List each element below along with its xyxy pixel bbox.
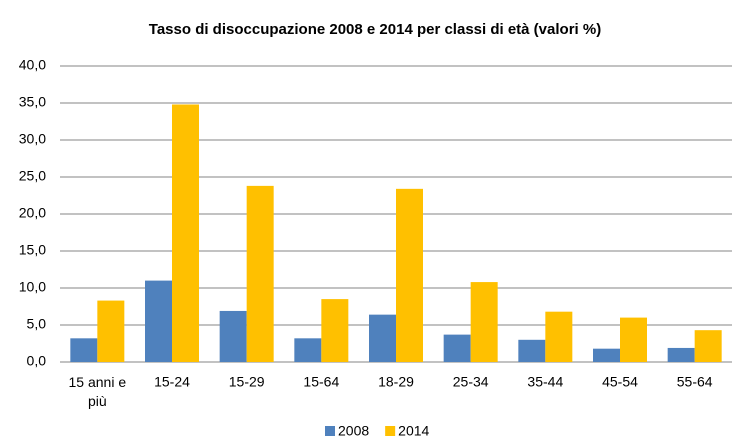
- x-tick-label: 35-44: [527, 374, 563, 390]
- bar: [694, 330, 722, 362]
- bar: [321, 299, 349, 362]
- y-tick-label: 25,0: [19, 168, 46, 184]
- bar: [593, 348, 620, 362]
- bar: [70, 338, 98, 362]
- bar: [369, 314, 396, 362]
- bar: [219, 310, 247, 362]
- x-tick-label: 15 anni e più: [69, 374, 127, 409]
- x-tick-label: 15-24: [154, 374, 190, 390]
- x-tick-label: 55-64: [677, 374, 713, 390]
- y-tick-label: 10,0: [19, 279, 46, 295]
- bar: [545, 311, 573, 362]
- y-tick-label: 40,0: [19, 57, 46, 73]
- bar: [172, 104, 199, 362]
- y-tick-label: 0,0: [27, 353, 47, 369]
- bar: [518, 339, 546, 362]
- y-tick-label: 35,0: [19, 94, 46, 110]
- x-tick-label: 15-64: [303, 374, 339, 390]
- y-tick-label: 15,0: [19, 242, 46, 258]
- bar: [396, 188, 423, 362]
- bar: [443, 334, 471, 362]
- bar: [620, 317, 647, 362]
- x-tick-label: 15-29: [229, 374, 265, 390]
- legend-swatch: [385, 426, 396, 436]
- legend-label: 2014: [398, 423, 429, 437]
- y-tick-label: 20,0: [19, 205, 46, 221]
- bar: [294, 338, 322, 362]
- bar: [470, 282, 498, 362]
- bar: [97, 300, 125, 362]
- x-tick-label: 18-29: [378, 374, 414, 390]
- legend-swatch: [325, 426, 335, 436]
- bar: [246, 185, 274, 362]
- bar: [667, 347, 695, 362]
- y-tick-label: 5,0: [27, 316, 47, 332]
- y-tick-label: 30,0: [19, 131, 46, 147]
- x-tick-label: 25-34: [453, 374, 489, 390]
- bar: [145, 280, 172, 362]
- x-tick-label: 45-54: [602, 374, 638, 390]
- chart-title: Tasso di disoccupazione 2008 e 2014 per …: [149, 21, 601, 38]
- legend-label: 2008: [338, 423, 369, 437]
